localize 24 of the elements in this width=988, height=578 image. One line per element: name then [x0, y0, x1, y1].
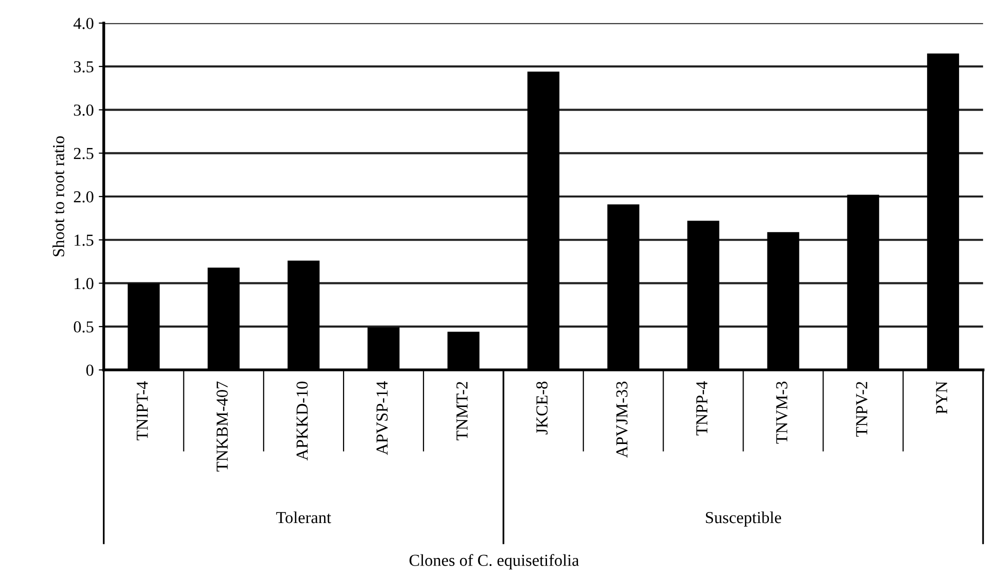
y-axis-title: Shoot to root ratio — [52, 136, 64, 256]
x-tick-label: TNIPT-4 — [136, 381, 148, 440]
x-axis-title: Clones of C. equisetifolia — [410, 554, 579, 570]
x-tick-label: TNPP-4 — [696, 381, 708, 436]
text: Tolerant — [276, 511, 332, 524]
x-tick-label: TNPV-2 — [856, 382, 868, 437]
y-tick-label: 3.0 — [74, 104, 94, 116]
x-tick-label: APVJM-33 — [616, 382, 628, 458]
x-tick-label: TNVM-3 — [776, 382, 788, 444]
y-tick-label: 1.0 — [74, 278, 94, 290]
x-tick-label: APVSP-14 — [376, 381, 388, 455]
y-tick-label: 4.0 — [74, 18, 94, 30]
y-tick-label: 0.5 — [74, 321, 94, 333]
x-tick-label: PYN — [936, 381, 948, 414]
y-tick-label: 1.5 — [74, 234, 94, 246]
y-tick-label: 0 — [86, 364, 94, 376]
text: Susceptible — [706, 511, 782, 527]
y-tick-label: 2.5 — [74, 148, 94, 160]
x-tick-label: TNKBM-407 — [216, 382, 228, 472]
y-tick-label: 3.5 — [74, 61, 94, 72]
x-tick-label: TNMT-2 — [456, 382, 468, 440]
y-tick-label: 2.0 — [74, 191, 94, 203]
x-tick-label: JKCE-8 — [536, 382, 548, 434]
x-tick-label: APKKD-10 — [296, 382, 308, 460]
